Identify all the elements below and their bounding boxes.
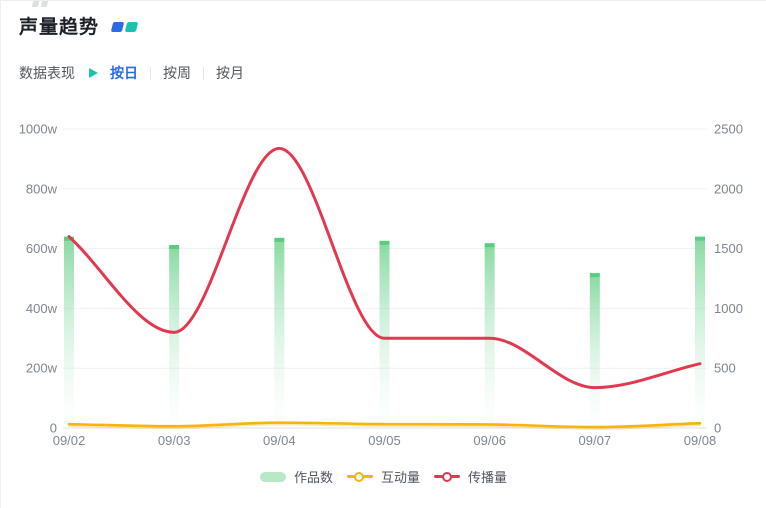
tab-by-week[interactable]: 按周	[163, 65, 191, 81]
filter-label: 数据表现	[19, 65, 75, 81]
clipped-element-artifact	[31, 1, 50, 7]
right-axis-label: 0	[714, 421, 721, 436]
page-title: 声量趋势	[19, 17, 100, 38]
bar-cap[interactable]	[379, 240, 390, 245]
right-axis-label: 1000	[714, 301, 743, 316]
interaction-line[interactable]	[67, 421, 702, 429]
bar-series-works[interactable]	[64, 236, 705, 428]
left-axis-label: 1000w	[19, 122, 58, 137]
left-axis-label: 400w	[26, 301, 58, 316]
bar-body[interactable]	[379, 244, 390, 428]
bar-swatch-icon	[259, 471, 286, 482]
legend-label: 作品数	[293, 470, 333, 485]
bar-body[interactable]	[64, 240, 74, 428]
play-triangle-icon	[89, 68, 98, 78]
left-axis-label: 600w	[26, 241, 58, 256]
right-axis-label: 1500	[714, 241, 743, 256]
x-axis-label: 09/08	[684, 433, 717, 448]
bar-body[interactable]	[274, 241, 285, 428]
interaction-line-shadow	[68, 423, 701, 430]
blue-quote-mark-icon	[110, 22, 125, 32]
title-decoration-icon	[110, 22, 139, 32]
x-axis-label: 09/03	[158, 433, 191, 448]
tab-by-day[interactable]: 按日	[110, 65, 138, 81]
x-axis-label: 09/07	[579, 433, 612, 448]
legend-item-interactions[interactable]: 互动量	[346, 467, 420, 486]
legend-label: 互动量	[380, 470, 420, 485]
tab-divider	[150, 66, 151, 80]
bar-cap[interactable]	[274, 237, 285, 242]
left-axis-label: 0	[50, 421, 57, 436]
chart-legend: 作品数 互动量 传播量	[1, 467, 766, 486]
bar-cap[interactable]	[484, 243, 495, 248]
x-axis-label: 09/02	[53, 433, 86, 448]
right-axis-label: 2500	[714, 122, 743, 137]
panel-header: 声量趋势	[19, 12, 139, 39]
bar-cap[interactable]	[695, 236, 705, 241]
legend-item-spread[interactable]: 传播量	[434, 467, 507, 486]
yellow-line-marker-icon	[346, 471, 373, 482]
spread-line[interactable]	[67, 146, 702, 390]
bar-body[interactable]	[169, 248, 180, 428]
bar-cap[interactable]	[169, 245, 180, 250]
teal-quote-mark-icon	[124, 22, 139, 32]
red-line-marker-icon	[434, 471, 460, 482]
x-axis-label: 09/06	[473, 433, 506, 448]
left-axis-label: 200w	[26, 361, 58, 376]
tab-divider	[203, 66, 204, 80]
bar-cap[interactable]	[589, 273, 600, 278]
left-axis-label: 800w	[26, 181, 58, 196]
x-axis-label: 09/05	[368, 433, 401, 448]
bar-body[interactable]	[589, 276, 600, 428]
filter-bar: 数据表现 按日 按周 按月	[19, 63, 244, 83]
legend-label: 传播量	[468, 470, 508, 485]
bar-body[interactable]	[695, 240, 705, 428]
legend-item-works[interactable]: 作品数	[259, 467, 333, 486]
right-axis-label: 2000	[714, 181, 743, 196]
tab-by-month[interactable]: 按月	[216, 65, 244, 81]
x-axis-label: 09/04	[263, 433, 296, 448]
right-axis-label: 500	[714, 361, 736, 376]
